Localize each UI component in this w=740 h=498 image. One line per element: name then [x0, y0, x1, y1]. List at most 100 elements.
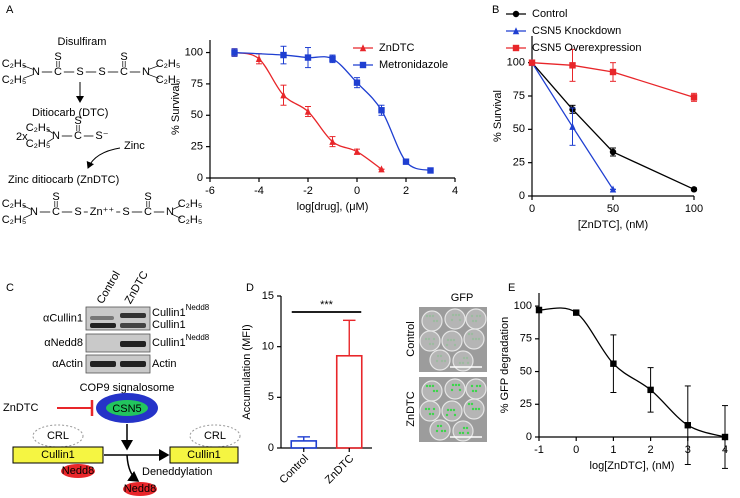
marker	[329, 137, 336, 145]
gfp-signal	[449, 338, 453, 342]
y-tick-label: 50	[520, 365, 532, 377]
x-tick-label: -6	[205, 185, 215, 197]
atom: C	[144, 206, 152, 218]
band-label: Actin	[152, 358, 176, 370]
gfp-signal	[431, 314, 435, 318]
marker	[609, 68, 617, 76]
gfp-signal	[440, 429, 444, 433]
ethyl: C₂H₅	[2, 58, 27, 70]
marker	[721, 433, 729, 441]
marker	[535, 306, 543, 314]
legend-label: Control	[532, 8, 567, 20]
band-name: Actin	[152, 358, 176, 370]
y-axis-label: Accumulation (MFI)	[241, 324, 253, 419]
gfp-signal	[458, 361, 462, 365]
atom: S	[52, 191, 59, 203]
legend-marker	[512, 44, 520, 52]
nedd8	[123, 482, 157, 496]
gfp-signal	[446, 338, 450, 342]
marker	[690, 94, 698, 101]
gfp-signal	[445, 343, 449, 347]
cell	[429, 419, 451, 441]
gfp-signal	[474, 389, 478, 393]
blot-panel	[85, 354, 151, 374]
y-tick-label: 0	[197, 172, 203, 184]
antibody-label: αNedd8	[44, 337, 83, 349]
gfp-signal	[435, 319, 439, 323]
cell	[421, 380, 443, 402]
gfp-signal	[428, 384, 432, 388]
cell	[441, 400, 463, 422]
marker	[378, 107, 385, 114]
x-tick-label: 0	[354, 185, 360, 197]
subunit-label: CSN5	[112, 403, 141, 415]
panel-label: B	[492, 4, 499, 16]
bond	[22, 65, 34, 70]
gfp-signal	[432, 389, 436, 393]
x-tick-label: 50	[607, 203, 619, 215]
gfp-signal	[478, 314, 482, 318]
marker	[647, 386, 654, 394]
gfp-signal	[424, 407, 428, 411]
marker	[280, 51, 287, 59]
y-tick-label: 15	[262, 290, 274, 302]
y-tick-label: 25	[513, 157, 525, 169]
marker	[609, 148, 617, 156]
gfp-signal	[435, 389, 439, 393]
panel-label: E	[508, 282, 515, 294]
antibody-label: αCullin1	[43, 312, 83, 324]
x-tick-label: 2	[648, 444, 654, 456]
atom: C	[52, 206, 60, 218]
cell	[419, 330, 441, 352]
bond	[46, 129, 54, 134]
gfp-signal	[425, 384, 429, 388]
blot-panel	[85, 333, 151, 353]
gfp-signal	[477, 337, 481, 341]
atom: N	[32, 66, 40, 78]
gfp-signal	[466, 361, 470, 365]
gfp-signal	[478, 384, 482, 388]
gfp-signal	[427, 337, 431, 341]
atom: S	[122, 206, 129, 218]
marker	[329, 55, 336, 63]
gfp-signal	[470, 384, 474, 388]
y-axis-label: % Survival	[170, 83, 182, 135]
condition-label: ZnDTC	[405, 391, 417, 427]
x-tick-label: 1	[610, 444, 616, 456]
inhibitor-label: ZnDTC	[3, 402, 39, 414]
nedd8	[61, 464, 95, 478]
csn5	[106, 400, 148, 416]
legend-marker	[359, 61, 367, 69]
cell	[419, 400, 441, 422]
legend-marker	[512, 10, 520, 18]
y-tick-label: 75	[520, 333, 532, 345]
x-tick-label: 100	[685, 203, 703, 215]
gfp-signal	[424, 337, 428, 341]
gfp-signal	[431, 412, 435, 416]
gfp-signal	[439, 424, 443, 428]
gfp-signal	[428, 314, 432, 318]
gfp-signal	[428, 342, 432, 346]
ethyl: C₂H₅	[26, 138, 51, 150]
gfp-signal	[466, 431, 470, 435]
ethyl: C₂H₅	[178, 198, 203, 210]
gfp-signal	[465, 426, 469, 430]
band	[90, 361, 116, 367]
marker	[569, 62, 576, 69]
gfp-signal	[453, 413, 457, 417]
series-line	[531, 62, 695, 190]
marker	[353, 147, 361, 155]
gfp-signal	[467, 332, 471, 336]
gfp-signal	[462, 426, 466, 430]
y-axis-label: % Survival	[492, 90, 504, 142]
gfp-signal	[451, 313, 455, 317]
gfp-signal	[431, 342, 435, 346]
gfp-signal	[443, 359, 447, 363]
bond	[172, 205, 182, 210]
gfp-signal	[428, 412, 432, 416]
gfp-signal	[471, 407, 475, 411]
marker	[304, 107, 312, 115]
ethyl: C₂H₅	[2, 214, 27, 226]
cell	[441, 330, 463, 352]
